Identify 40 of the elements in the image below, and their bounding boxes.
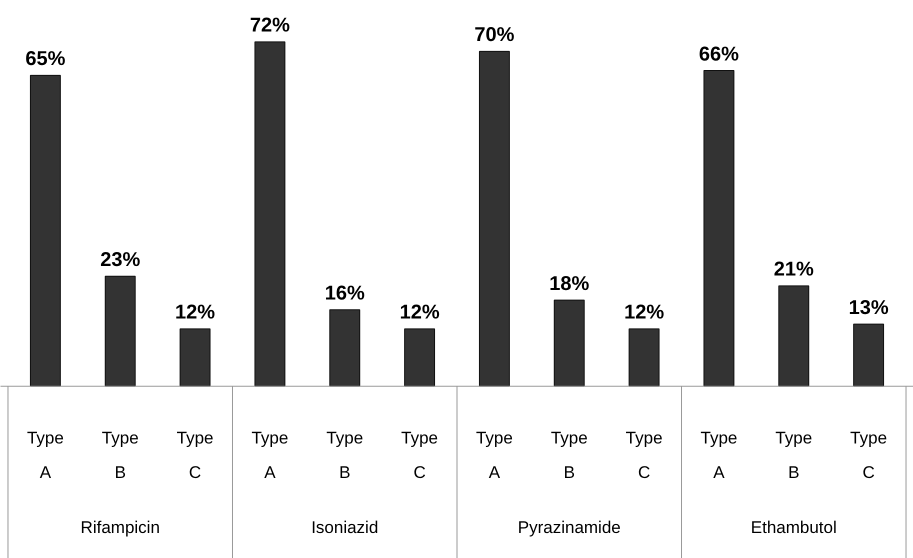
bar [104, 276, 136, 387]
category-label: Type B [326, 428, 364, 482]
data-label: 23% [100, 249, 140, 272]
data-label: 12% [400, 302, 440, 324]
category-label: Type A [26, 428, 64, 482]
text: Rifampicin [80, 518, 160, 537]
data-label: 13% [848, 296, 889, 319]
category-label: Type B [102, 428, 139, 482]
bar [703, 70, 734, 387]
category-label: Type A [476, 428, 513, 482]
category-label: Type C [176, 428, 214, 482]
bar [180, 328, 211, 387]
bar [329, 309, 360, 387]
data-label: 12% [175, 302, 216, 324]
bar [554, 300, 585, 387]
category-label: Type B [775, 428, 812, 482]
bar [478, 50, 510, 387]
data-label: 65% [25, 48, 66, 70]
bar [853, 324, 884, 387]
bar [30, 74, 61, 387]
bar [628, 328, 660, 387]
data-label: 16% [324, 282, 365, 305]
category-label: Type C [850, 428, 888, 482]
category-label: Type B [550, 428, 588, 482]
category-label: Type A [251, 428, 288, 482]
category-label: Type C [626, 428, 663, 482]
text: Isoniazid [311, 518, 378, 537]
category-label: Type C [401, 428, 438, 482]
data-label: 72% [250, 14, 290, 37]
data-label: 18% [549, 273, 590, 295]
data-label: 70% [474, 24, 515, 46]
text: Ethambutol [750, 518, 837, 537]
bar [404, 328, 436, 387]
text: Pyrazinamide [518, 518, 621, 537]
category-label: Type A [700, 428, 738, 482]
data-label: 66% [698, 43, 740, 66]
bar [778, 285, 810, 387]
bar [254, 41, 286, 387]
data-label: 12% [624, 302, 664, 324]
data-label: 21% [774, 258, 814, 281]
